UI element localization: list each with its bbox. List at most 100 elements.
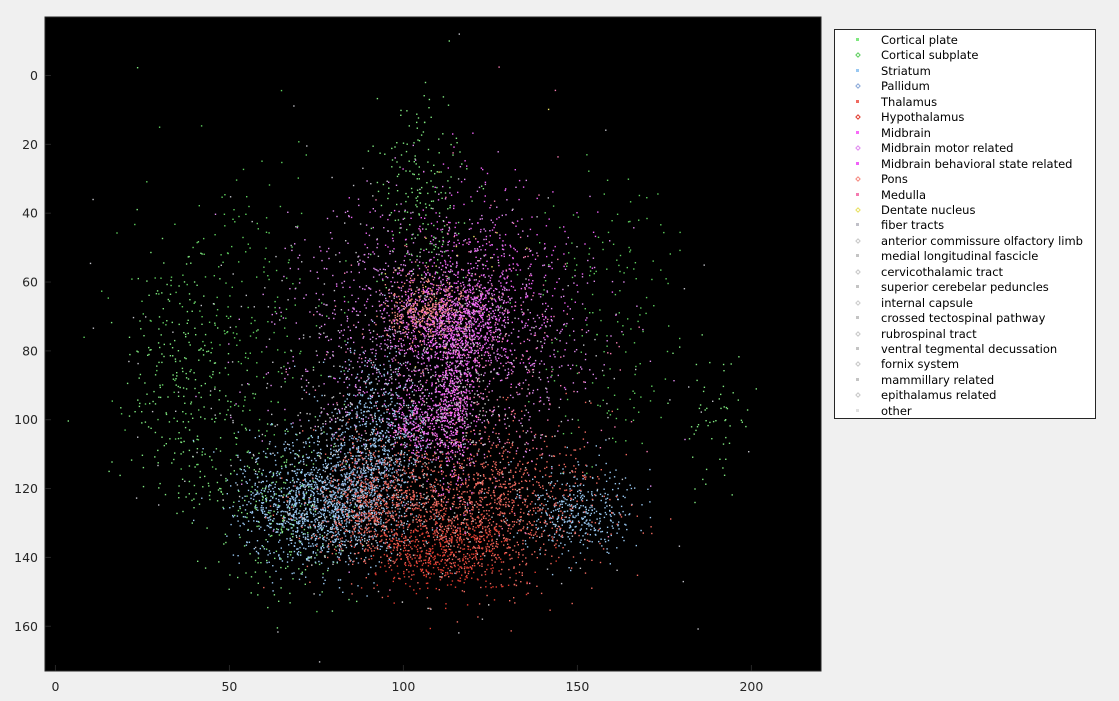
data-point: [300, 460, 302, 462]
data-point: [159, 482, 161, 485]
data-point: [342, 431, 344, 434]
data-point: [397, 452, 399, 454]
data-point: [380, 414, 382, 417]
data-point: [348, 364, 351, 366]
data-point: [605, 498, 607, 500]
data-point: [412, 413, 414, 415]
data-point: [558, 545, 560, 547]
data-point: [288, 486, 290, 489]
data-point: [335, 494, 337, 497]
data-point: [617, 487, 619, 490]
data-point: [292, 479, 294, 481]
data-point: [209, 360, 211, 362]
data-point: [391, 494, 394, 497]
data-point: [430, 469, 432, 471]
data-point: [584, 506, 587, 508]
data-point: [314, 484, 316, 486]
data-point: [281, 161, 283, 164]
data-point: [309, 527, 312, 529]
data-point: [444, 574, 446, 577]
data-point: [188, 465, 191, 467]
data-point: [353, 492, 356, 494]
data-point: [520, 508, 522, 510]
data-point: [169, 355, 172, 357]
data-point: [618, 512, 620, 514]
data-point: [309, 507, 311, 510]
data-point: [388, 418, 390, 421]
data-point: [406, 415, 408, 417]
data-point: [299, 278, 301, 280]
data-point: [679, 346, 681, 348]
data-point: [355, 455, 357, 457]
data-point: [387, 439, 390, 441]
data-point: [358, 421, 361, 423]
data-point: [692, 456, 694, 458]
data-point: [461, 163, 463, 165]
data-point: [329, 491, 332, 493]
data-point: [383, 486, 385, 489]
data-point: [508, 464, 510, 466]
data-point: [481, 488, 483, 490]
data-point: [379, 472, 381, 475]
data-point: [303, 528, 306, 531]
data-point: [566, 521, 568, 523]
data-point: [330, 457, 332, 460]
data-point: [415, 204, 417, 206]
data-point: [315, 518, 317, 520]
data-point: [179, 386, 181, 389]
data-point: [416, 121, 418, 124]
data-point: [345, 422, 348, 424]
data-point: [161, 237, 164, 240]
data-point: [477, 481, 479, 483]
data-point: [416, 189, 419, 191]
data-point: [197, 241, 200, 243]
data-point: [366, 539, 368, 541]
data-point: [344, 480, 346, 482]
data-point: [414, 453, 416, 455]
data-point: [377, 511, 380, 514]
data-point: [255, 504, 257, 506]
data-point: [426, 466, 429, 469]
data-point: [434, 485, 436, 488]
data-point: [570, 505, 573, 507]
data-point: [557, 350, 559, 353]
data-point: [335, 465, 337, 467]
data-point: [543, 529, 546, 532]
data-point: [573, 257, 576, 260]
data-point: [352, 495, 355, 497]
data-point: [295, 433, 297, 435]
data-point: [149, 319, 151, 322]
data-point: [305, 491, 308, 493]
data-point: [238, 562, 240, 564]
data-point: [447, 208, 449, 210]
data-point: [308, 419, 310, 422]
data-point: [282, 551, 285, 553]
data-point: [424, 295, 426, 297]
data-point: [291, 497, 294, 499]
data-point: [383, 412, 385, 414]
data-point: [491, 473, 494, 476]
data-point: [490, 507, 492, 509]
data-point: [517, 518, 519, 521]
data-point: [503, 492, 505, 495]
data-point: [170, 284, 172, 287]
data-point: [481, 465, 484, 468]
data-point: [257, 329, 259, 331]
data-point: [142, 313, 144, 315]
data-point: [438, 503, 440, 505]
data-point: [519, 460, 521, 463]
data-point: [495, 468, 498, 471]
data-point: [391, 147, 393, 150]
data-point: [393, 444, 395, 447]
data-point: [500, 573, 502, 575]
data-point: [336, 499, 338, 501]
data-point: [300, 540, 302, 543]
data-point: [370, 492, 373, 494]
data-point: [255, 458, 257, 461]
data-point: [309, 511, 312, 513]
data-point: [448, 490, 450, 492]
data-point: [161, 436, 163, 438]
data-point: [291, 495, 293, 498]
data-point: [267, 321, 269, 323]
data-point: [439, 460, 441, 462]
